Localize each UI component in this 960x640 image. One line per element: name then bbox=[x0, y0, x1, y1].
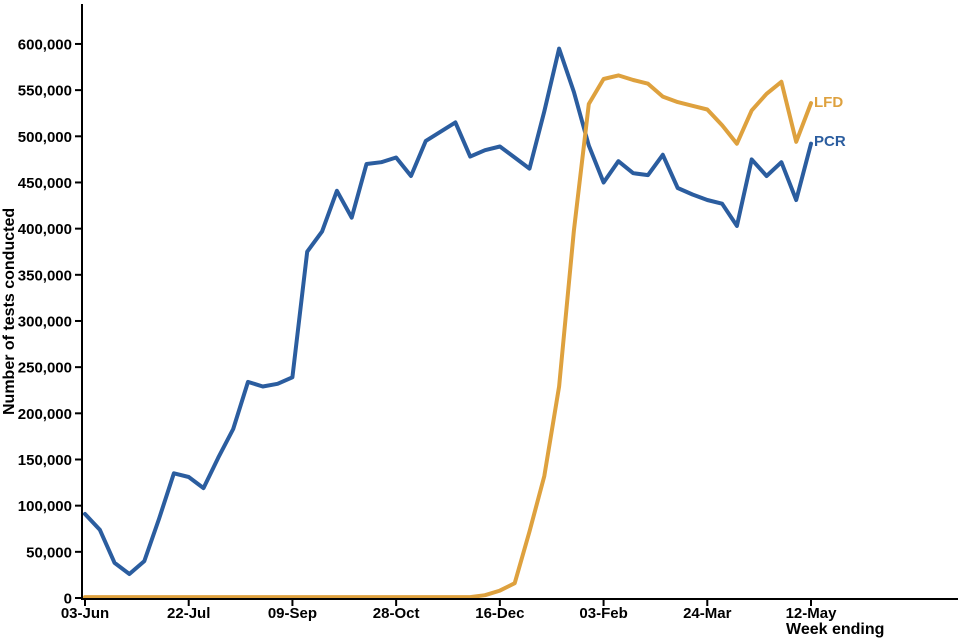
y-tick-label: 500,000 bbox=[18, 129, 72, 146]
y-tick-label: 250,000 bbox=[18, 360, 72, 377]
y-tick-label: 450,000 bbox=[18, 175, 72, 192]
x-axis-title: Week ending bbox=[786, 621, 884, 638]
y-tick-label: 300,000 bbox=[18, 313, 72, 330]
y-tick-label: 100,000 bbox=[18, 498, 72, 515]
x-tick-label: 24-Mar bbox=[683, 605, 732, 622]
x-tick-label: 03-Jun bbox=[61, 605, 109, 622]
y-tick-label: 200,000 bbox=[18, 406, 72, 423]
y-tick-label: 0 bbox=[64, 591, 72, 608]
x-tick-label: 09-Sep bbox=[268, 605, 317, 622]
y-tick-label: 400,000 bbox=[18, 221, 72, 238]
y-tick-label: 350,000 bbox=[18, 267, 72, 284]
x-tick-label: 03-Feb bbox=[579, 605, 627, 622]
lfd-line bbox=[83, 73, 813, 600]
y-tick-label: 550,000 bbox=[18, 83, 72, 100]
x-tick-label: 28-Oct bbox=[373, 605, 420, 622]
y-tick-label: 50,000 bbox=[26, 544, 72, 561]
x-tick-label: 12-May bbox=[786, 605, 838, 622]
y-axis-title: Number of tests conducted bbox=[1, 208, 18, 415]
lfd-series-label: LFD bbox=[814, 94, 843, 111]
y-tick-label: 600,000 bbox=[18, 36, 72, 53]
y-tick-label: 150,000 bbox=[18, 452, 72, 469]
series-layer bbox=[83, 46, 813, 600]
ticks-layer: 0 50,000 100,000 150,000 200,000 250,000 300,0… bbox=[18, 36, 837, 622]
x-tick-label: 22-Jul bbox=[167, 605, 210, 622]
pcr-series-label: PCR bbox=[814, 133, 846, 150]
pcr-line bbox=[83, 46, 813, 576]
x-tick-label: 16-Dec bbox=[475, 605, 524, 622]
